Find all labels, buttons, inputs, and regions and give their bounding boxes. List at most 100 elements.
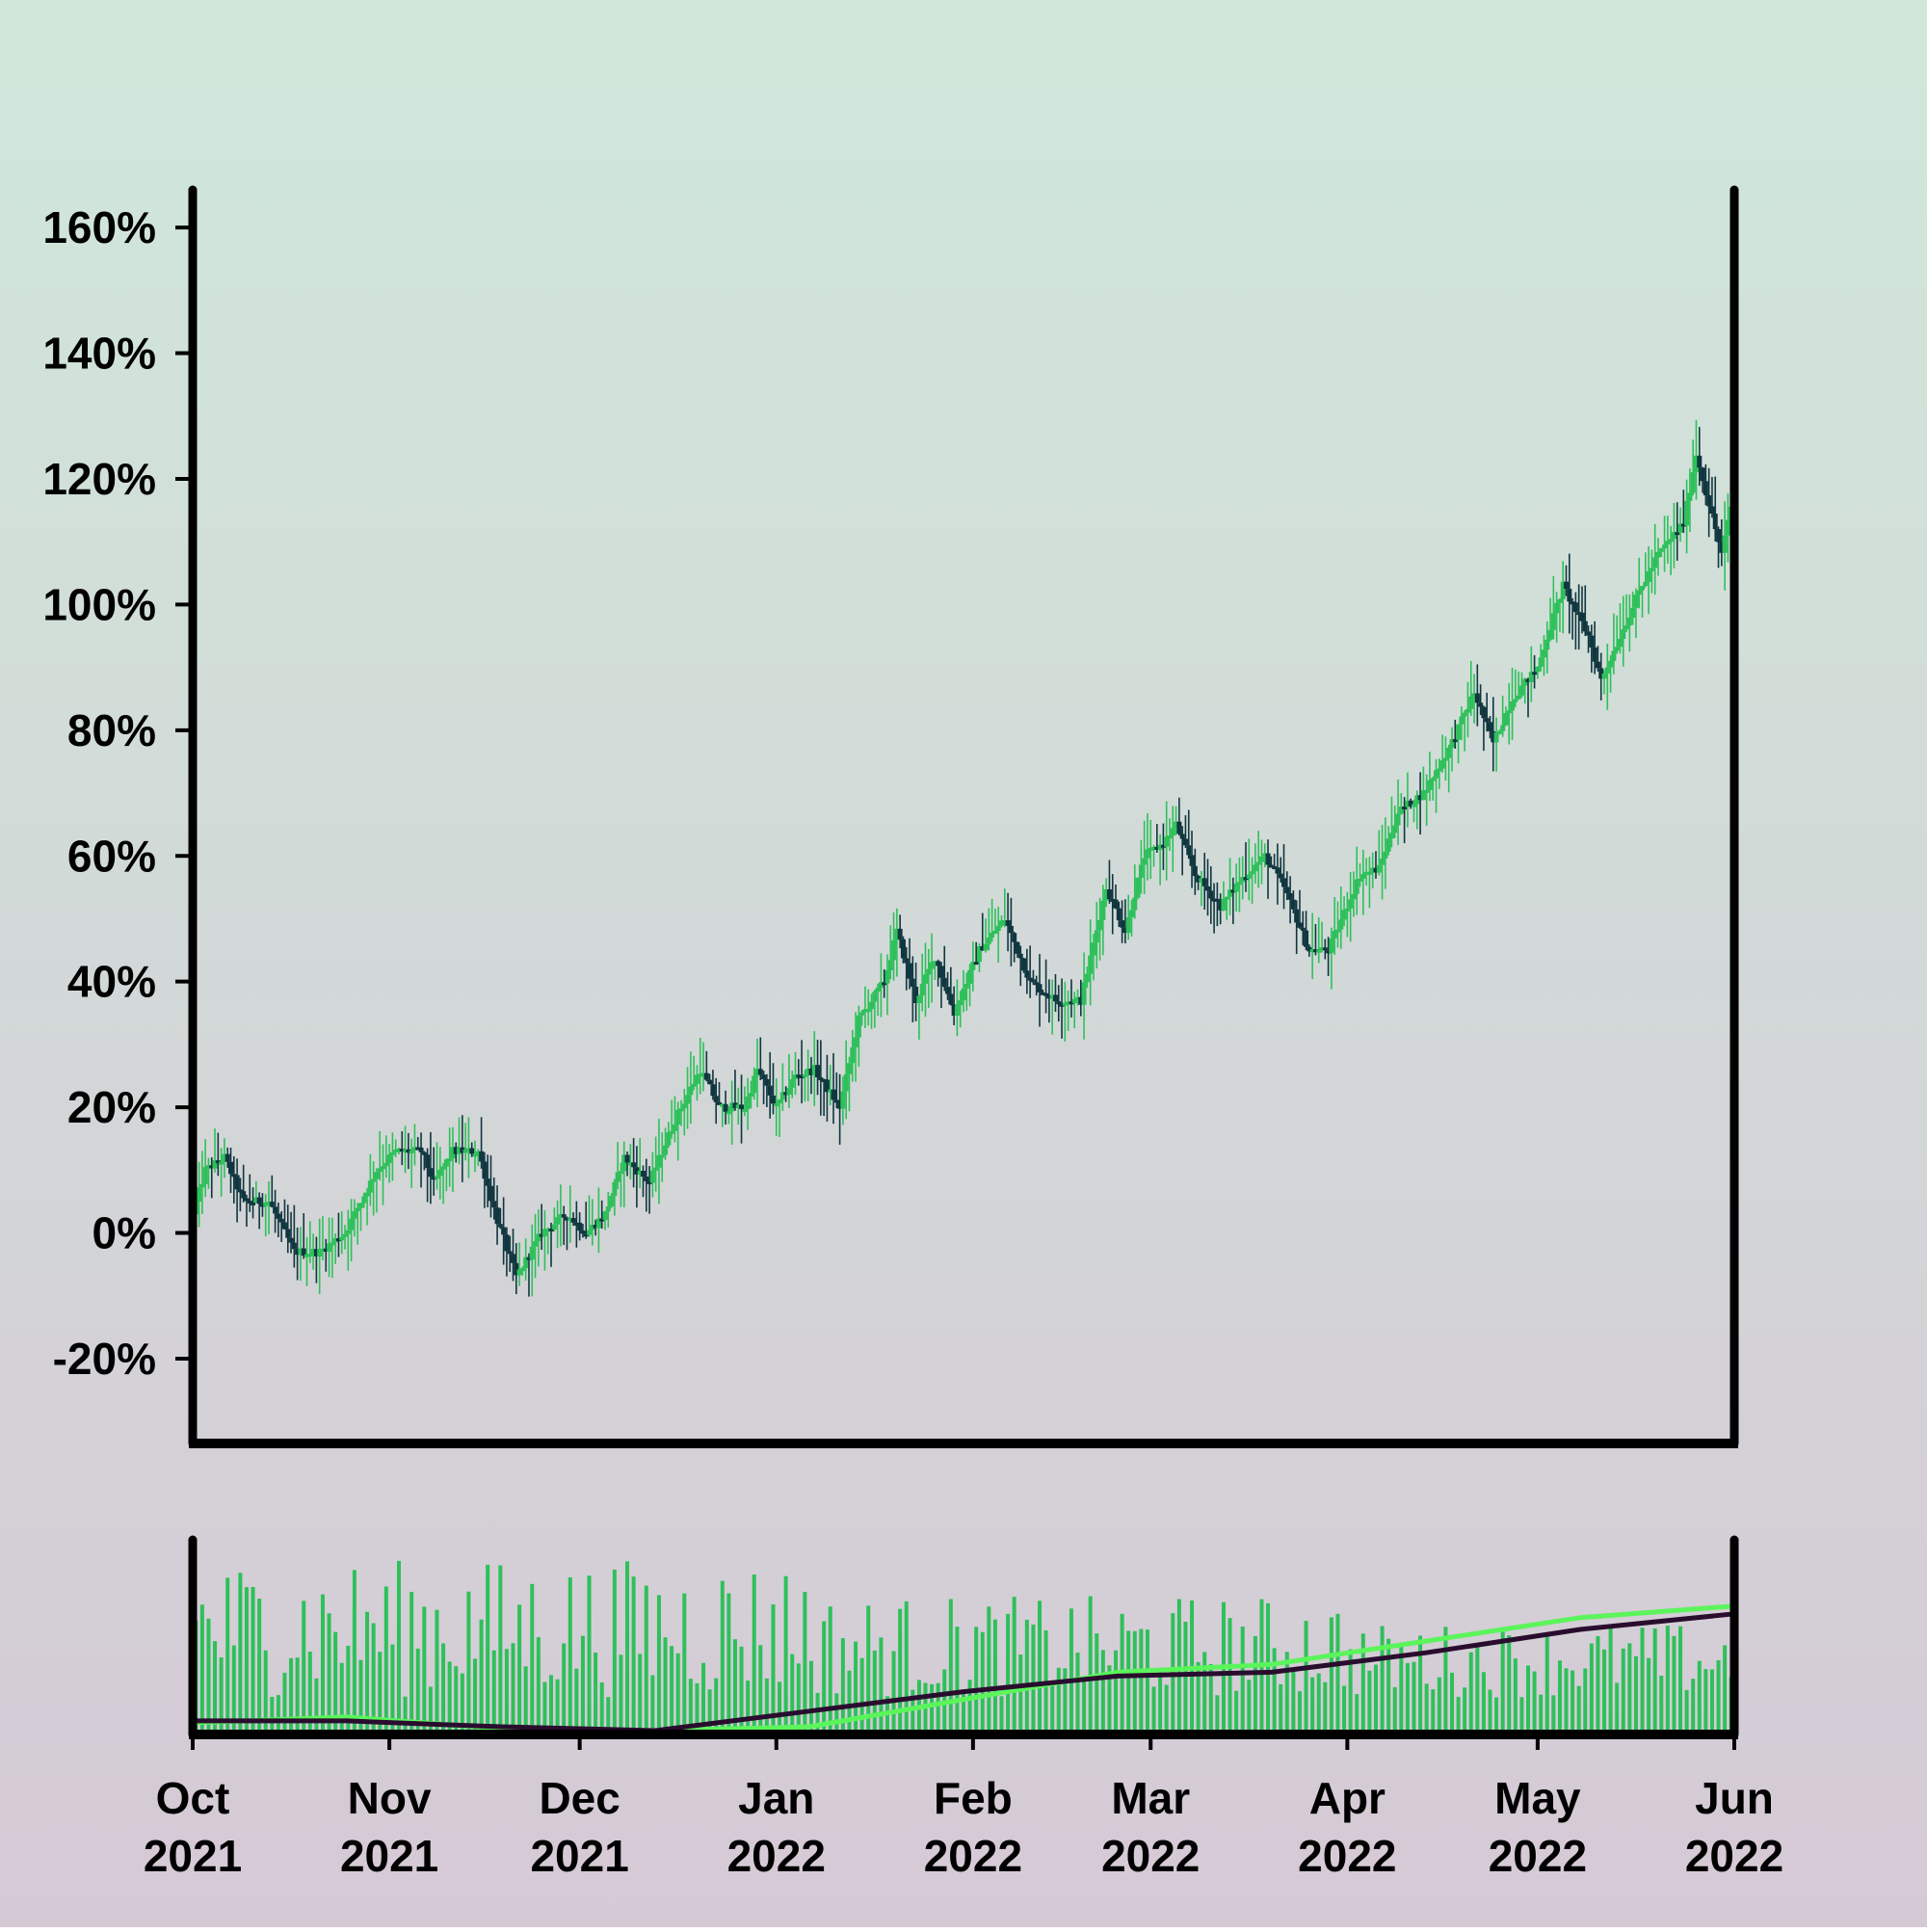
candle-body [222, 1153, 227, 1162]
volume-bar [371, 1623, 376, 1734]
candle-body [675, 1109, 681, 1125]
volume-bar [974, 1627, 979, 1734]
volume-bar [1481, 1672, 1486, 1734]
candle-body [1071, 998, 1077, 1004]
volume-bar [409, 1592, 414, 1734]
candle-body [1262, 853, 1268, 857]
candle-body [685, 1095, 691, 1104]
candle-body [840, 1091, 846, 1109]
candle-body [1649, 568, 1654, 571]
candle-body [1430, 778, 1436, 781]
candle-body [1503, 712, 1509, 726]
volume-bar [1107, 1665, 1112, 1734]
candle-body [570, 1218, 576, 1223]
candle-body [453, 1147, 459, 1154]
candle-body [224, 1153, 230, 1162]
volume-bar [1571, 1670, 1575, 1734]
volume-bar [339, 1662, 344, 1734]
candle-body [1005, 920, 1011, 926]
candle-body [698, 1073, 703, 1077]
candle-body [735, 1104, 741, 1108]
candle-body [1700, 467, 1705, 482]
candle-body [1633, 595, 1639, 608]
volume-bar [1247, 1680, 1252, 1734]
candle-body [1712, 514, 1718, 530]
candle-body [1297, 922, 1303, 928]
candle-body [440, 1166, 446, 1170]
candle-body [1236, 882, 1242, 886]
candle-body [406, 1149, 411, 1153]
candle-body [1066, 1001, 1071, 1005]
volume-bar [675, 1653, 680, 1734]
candle-body [1449, 739, 1455, 748]
candle-body [1684, 500, 1690, 526]
candle-body [1164, 836, 1170, 847]
candle-body [1662, 544, 1668, 549]
volume-bar [1126, 1630, 1131, 1734]
volume-bar [1380, 1626, 1385, 1734]
candle-body [783, 1092, 789, 1096]
volume-bar [1272, 1648, 1277, 1734]
volume-bar [435, 1609, 439, 1734]
volume-bar [822, 1621, 827, 1734]
candle-body [288, 1237, 294, 1243]
y-axis-ticks: -20% 0% 20% 40% 60% 80% 100% 120% 140% 160% [42, 202, 193, 1384]
volume-bar [1355, 1694, 1359, 1734]
volume-bar [454, 1666, 459, 1734]
candle-body [1459, 716, 1465, 725]
volume-bar [295, 1657, 300, 1734]
volume-bar [1633, 1655, 1638, 1734]
candle-body [1665, 541, 1671, 545]
candle-body [1240, 877, 1246, 883]
y-tick-label: -20% [53, 1334, 156, 1384]
candle-body [640, 1171, 646, 1178]
volume-bar [498, 1565, 503, 1734]
volume-bar [840, 1638, 845, 1734]
volume-bar [1697, 1660, 1702, 1734]
volume-bar [854, 1641, 858, 1734]
volume-bar [206, 1618, 211, 1734]
volume-bar [859, 1657, 864, 1734]
candle-body [1189, 855, 1195, 866]
candle-body [1360, 874, 1366, 879]
candle-body [1088, 955, 1094, 974]
candle-body [1500, 725, 1506, 731]
candle-body [1513, 699, 1518, 702]
volume-bar [650, 1675, 655, 1734]
volume-bar [231, 1645, 236, 1734]
candle-body [259, 1204, 265, 1207]
volume-bar [1063, 1668, 1068, 1734]
candle-body [1474, 693, 1480, 703]
volume-bar [1018, 1654, 1023, 1734]
candle-body [555, 1217, 561, 1225]
candle-body [425, 1154, 431, 1169]
volume-bar [327, 1613, 331, 1734]
volume-bar [955, 1627, 960, 1734]
candle-body [1160, 844, 1166, 848]
candle-body [1456, 724, 1462, 740]
candle-body [1132, 897, 1138, 911]
volume-bar [670, 1646, 674, 1734]
candle-body [197, 1187, 202, 1203]
volume-bar [1539, 1694, 1544, 1734]
candle-body [558, 1214, 564, 1218]
candle-body [663, 1145, 669, 1155]
candle-body [1186, 845, 1192, 856]
candle-body [1059, 1003, 1065, 1007]
candle-body [713, 1096, 719, 1102]
volume-bar [1348, 1649, 1353, 1734]
candle-body [1671, 532, 1676, 540]
volume-bar [847, 1670, 852, 1734]
candle-body [818, 1077, 824, 1081]
volume-bar [1202, 1652, 1207, 1734]
volume-bar [282, 1672, 287, 1734]
candle-body [1015, 941, 1020, 954]
candle-body [1049, 994, 1055, 999]
volume-bar [358, 1659, 363, 1734]
volume-bar [1310, 1677, 1315, 1734]
candle-body [976, 946, 982, 963]
volume-bar [720, 1580, 725, 1734]
volume-bar [1557, 1660, 1562, 1734]
